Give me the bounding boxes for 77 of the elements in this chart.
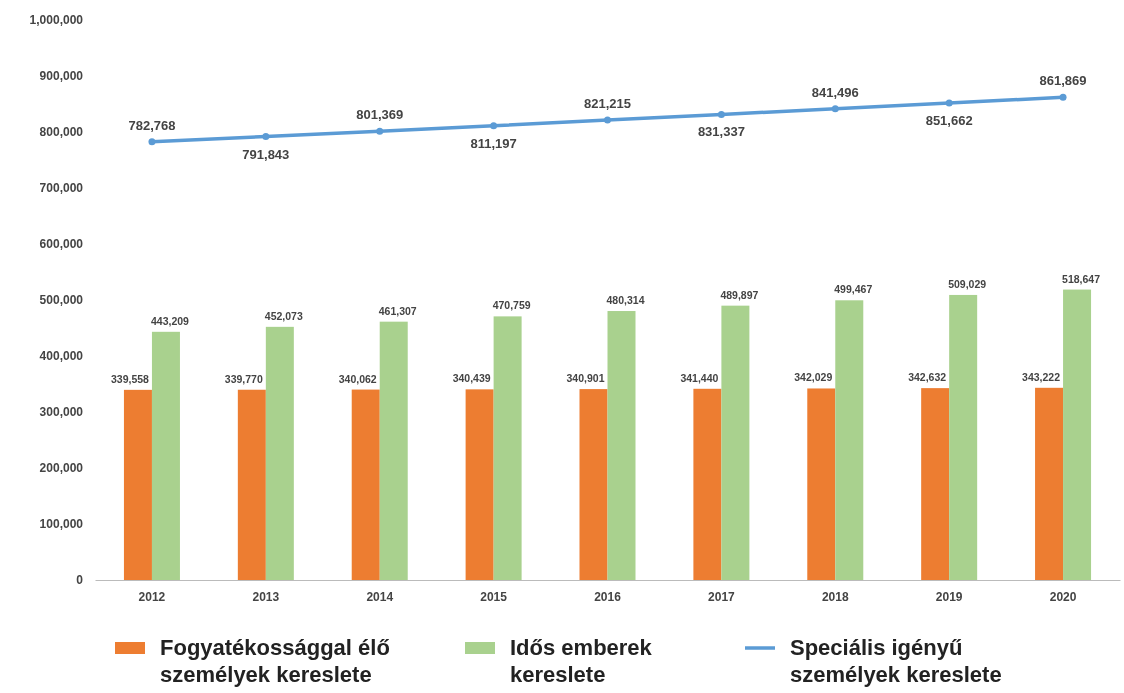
bar xyxy=(151,331,180,580)
x-tick-label: 2018 xyxy=(821,589,849,604)
data-label: 339,558 xyxy=(110,372,150,385)
bar xyxy=(379,321,408,580)
x-tick-label: 2020 xyxy=(1049,589,1077,604)
point xyxy=(717,110,725,118)
bar xyxy=(835,300,864,580)
data-label: 340,439 xyxy=(452,372,491,385)
legend-label: Speciális igényű személyek kereslete xyxy=(790,635,1002,687)
data-label: 861,869 xyxy=(1039,73,1087,89)
bar xyxy=(1063,289,1092,580)
bar xyxy=(237,389,266,580)
point xyxy=(490,122,498,130)
data-label: 811,197 xyxy=(470,135,517,151)
point xyxy=(831,105,839,113)
data-label: 791,843 xyxy=(242,146,290,162)
y-tick-label: 300,000 xyxy=(39,405,84,420)
x-tick-label: 2012 xyxy=(138,589,166,604)
bar xyxy=(607,311,636,580)
y-tick-label: 600,000 xyxy=(39,237,84,252)
y-tick-label: 900,000 xyxy=(39,69,84,84)
data-label: 470,759 xyxy=(492,299,531,312)
data-label: 489,897 xyxy=(720,288,759,301)
data-label: 340,062 xyxy=(338,372,377,385)
data-label: 342,029 xyxy=(794,371,833,384)
bar xyxy=(493,316,522,580)
bar xyxy=(351,389,380,580)
data-label: 821,215 xyxy=(584,96,631,112)
bar xyxy=(579,389,608,580)
data-label: 452,073 xyxy=(264,309,303,322)
x-tick-label: 2014 xyxy=(366,589,394,604)
bar xyxy=(721,305,750,580)
point xyxy=(1059,93,1067,101)
x-tick-label: 2019 xyxy=(935,589,963,604)
data-label: 343,222 xyxy=(1022,370,1061,383)
data-label: 801,369 xyxy=(356,107,404,123)
x-tick-label: 2017 xyxy=(708,589,736,604)
data-label: 782,768 xyxy=(128,117,176,133)
y-tick-label: 800,000 xyxy=(39,125,84,140)
data-label: 461,307 xyxy=(378,304,417,317)
data-label: 841,496 xyxy=(811,84,859,100)
data-label: 851,662 xyxy=(925,113,973,129)
data-label: 518,647 xyxy=(1062,272,1101,285)
data-label: 342,632 xyxy=(908,371,947,384)
point xyxy=(945,99,953,107)
y-tick-label: 700,000 xyxy=(39,181,84,196)
bar xyxy=(949,294,978,580)
x-tick-label: 2013 xyxy=(252,589,280,604)
bar xyxy=(921,388,950,580)
y-tick-label: 0 xyxy=(76,573,84,588)
y-tick-label: 200,000 xyxy=(39,461,84,476)
y-tick-label: 400,000 xyxy=(39,349,84,364)
data-label: 499,467 xyxy=(834,283,873,296)
data-label: 341,440 xyxy=(680,371,719,384)
data-label: 831,337 xyxy=(697,124,745,140)
point xyxy=(262,133,270,141)
bar xyxy=(693,388,722,580)
bar xyxy=(265,326,294,580)
data-label: 509,029 xyxy=(948,277,987,290)
data-label: 340,901 xyxy=(566,372,605,385)
data-label: 339,770 xyxy=(224,372,263,385)
legend-label: Fogyatékossággal élő személyek kereslete xyxy=(160,635,390,687)
x-tick-label: 2015 xyxy=(480,589,508,604)
bar xyxy=(807,388,836,580)
data-label: 443,209 xyxy=(150,314,190,327)
point xyxy=(376,127,384,135)
bar xyxy=(123,389,152,580)
y-tick-label: 1,000,000 xyxy=(29,13,84,28)
y-tick-label: 500,000 xyxy=(39,293,84,308)
y-tick-label: 100,000 xyxy=(39,517,84,532)
point xyxy=(604,116,611,124)
bar xyxy=(1035,387,1064,580)
x-tick-label: 2016 xyxy=(594,589,622,604)
data-label: 480,314 xyxy=(606,294,645,307)
point xyxy=(148,138,156,146)
bar xyxy=(465,389,494,580)
legend-label: Idős emberek kereslete xyxy=(510,635,653,687)
